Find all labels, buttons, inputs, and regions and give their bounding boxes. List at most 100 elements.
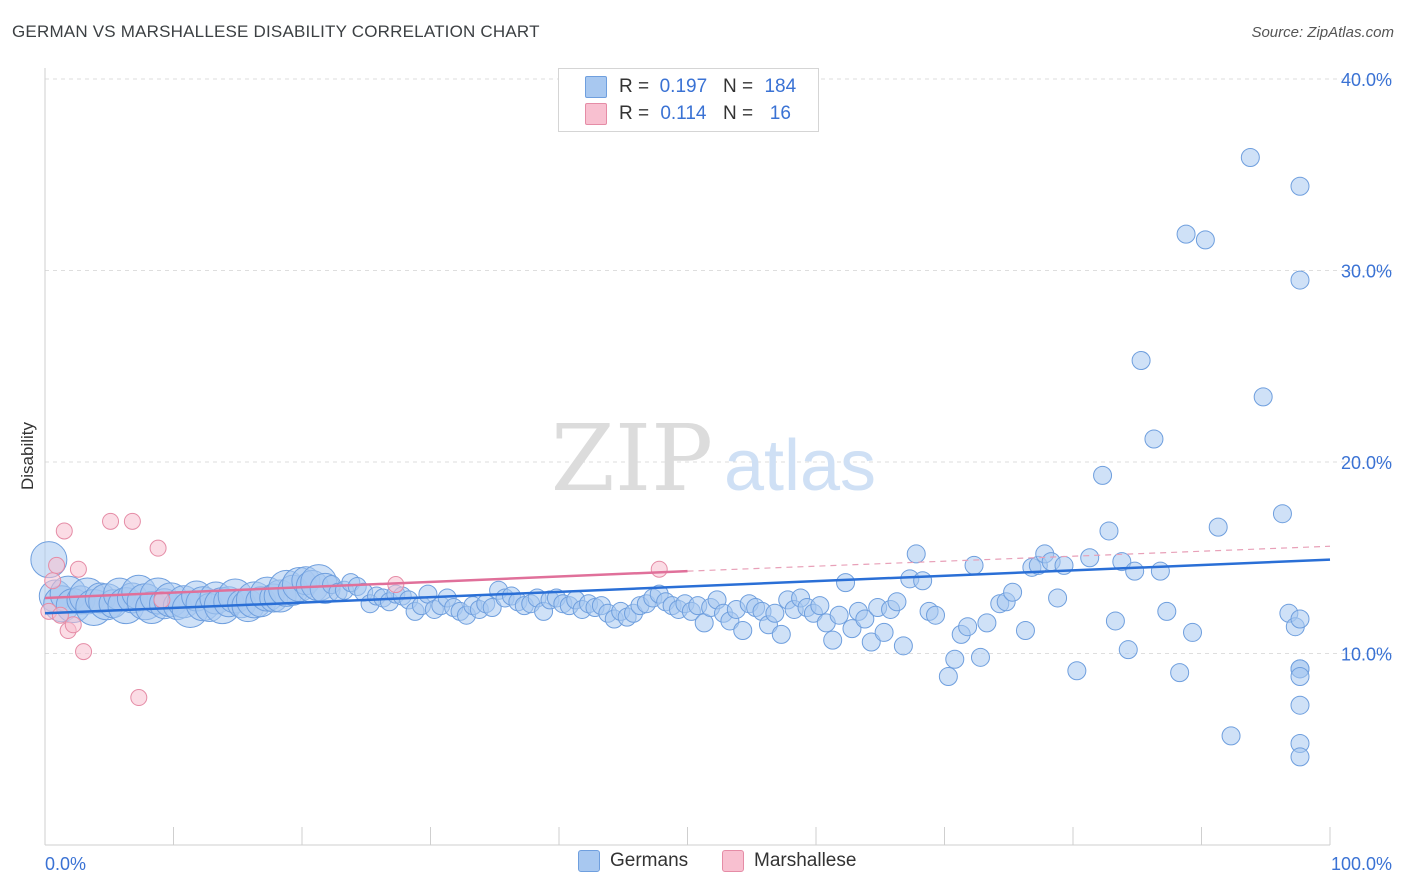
germans-point — [765, 603, 785, 623]
germans-point — [733, 621, 753, 641]
germans-point — [1170, 663, 1190, 683]
germans-point — [1290, 176, 1310, 196]
source-label: Source: ZipAtlas.com — [1251, 24, 1394, 41]
germans-point — [1125, 561, 1145, 581]
germans-point — [1080, 548, 1100, 568]
y-tick-label: 20.0% — [1341, 453, 1392, 473]
y-tick-label: 30.0% — [1341, 262, 1392, 282]
legend-n-value: 184 — [764, 76, 797, 97]
germans-point — [958, 617, 978, 637]
chart-title: GERMAN VS MARSHALLESE DISABILITY CORRELA… — [12, 22, 540, 41]
watermark-atlas: atlas — [724, 426, 876, 506]
germans-point — [1221, 726, 1241, 746]
germans-point — [823, 630, 843, 650]
germans-point — [1290, 609, 1310, 629]
germans-point — [1290, 666, 1310, 686]
germans-point — [1015, 621, 1035, 641]
legend-row-germans: R = 0.197 N = 184 — [585, 74, 802, 100]
germans-point — [970, 647, 990, 667]
germans-point — [1290, 695, 1310, 715]
germans-point — [1183, 622, 1203, 642]
germans-point — [482, 598, 502, 618]
legend-n-label: N = — [722, 103, 754, 124]
legend-r-label: R = — [619, 76, 650, 97]
germans-point — [842, 619, 862, 639]
germans-point — [1176, 224, 1196, 244]
marshallese-point — [51, 606, 69, 624]
germans-point — [829, 605, 849, 625]
germans-point — [1093, 465, 1113, 485]
germans-point — [893, 636, 913, 656]
germans-point — [1105, 611, 1125, 631]
legend: R = 0.197 N = 184 R = 0.114 N = 16 — [558, 68, 819, 132]
marshallese-points — [40, 512, 668, 707]
bottom-legend-germans: Germans — [578, 850, 688, 872]
y-axis-label: Disability — [18, 421, 37, 490]
germans-point — [1208, 517, 1228, 537]
y-tick-label: 10.0% — [1341, 645, 1392, 665]
germans-point — [836, 573, 856, 593]
marshallese-point — [650, 560, 668, 578]
watermark-zip: ZIP — [551, 405, 713, 512]
germans-point — [1112, 552, 1132, 572]
marshallese-point — [44, 572, 62, 590]
germans-point — [1099, 521, 1119, 541]
germans-point — [771, 624, 791, 644]
germans-point — [938, 666, 958, 686]
marshallese-trend-extension — [687, 545, 1331, 572]
germans-point — [887, 592, 907, 612]
legend-swatch-marshallese — [585, 103, 607, 125]
germans-point — [855, 609, 875, 629]
marshallese-point — [48, 556, 66, 574]
bottom-legend-label-marshallese: Marshallese — [754, 850, 857, 871]
germans-point — [1290, 747, 1310, 767]
germans-point — [861, 632, 881, 652]
germans-point — [964, 555, 984, 575]
germans-point — [1150, 561, 1170, 581]
germans-point — [977, 613, 997, 633]
legend-n-value: 16 — [769, 103, 791, 124]
germans-point — [1157, 601, 1177, 621]
germans-point — [906, 544, 926, 564]
bottom-legend-swatch-marshallese — [722, 850, 744, 872]
legend-row-marshallese: R = 0.114 N = 16 — [585, 101, 802, 127]
germans-point — [1290, 270, 1310, 290]
germans-point — [1272, 504, 1292, 524]
legend-r-value: 0.114 — [660, 103, 707, 124]
axes — [44, 68, 1331, 846]
germans-point — [1240, 148, 1260, 168]
germans-point — [1003, 582, 1023, 602]
germans-point — [874, 622, 894, 642]
germans-trend-line — [44, 558, 1331, 615]
germans-point — [810, 596, 830, 616]
germans-point — [1195, 230, 1215, 250]
germans-point — [1118, 640, 1138, 660]
legend-r-label: R = — [619, 103, 650, 124]
germans-point — [913, 571, 933, 591]
x-tick-label: 100.0% — [1331, 854, 1392, 874]
marshallese-trend-line — [44, 569, 688, 600]
marshallese-point — [123, 512, 141, 530]
y-tick-label: 40.0% — [1341, 70, 1392, 90]
x-tick-label: 0.0% — [45, 854, 86, 874]
germans-point — [1067, 661, 1087, 681]
marshallese-point — [64, 616, 82, 634]
germans-point — [1144, 429, 1164, 449]
trend-lines — [44, 545, 1331, 615]
watermark: ZIP atlas — [551, 405, 876, 512]
marshallese-point — [149, 539, 167, 557]
germans-point — [1131, 351, 1151, 371]
marshallese-point — [130, 689, 148, 707]
legend-swatch-germans — [585, 76, 607, 98]
grid-lines — [45, 78, 1392, 654]
germans-point — [945, 649, 965, 669]
bottom-legend-marshallese: Marshallese — [722, 850, 856, 872]
marshallese-point — [102, 512, 120, 530]
germans-point — [926, 605, 946, 625]
germans-point — [1048, 588, 1068, 608]
axis-labels: 10.0% 20.0% 30.0% 40.0% 0.0% 100.0% Disability — [18, 70, 1392, 874]
legend-r-value: 0.197 — [659, 76, 708, 97]
bottom-legend-swatch-germans — [578, 850, 600, 872]
marshallese-point — [69, 560, 87, 578]
